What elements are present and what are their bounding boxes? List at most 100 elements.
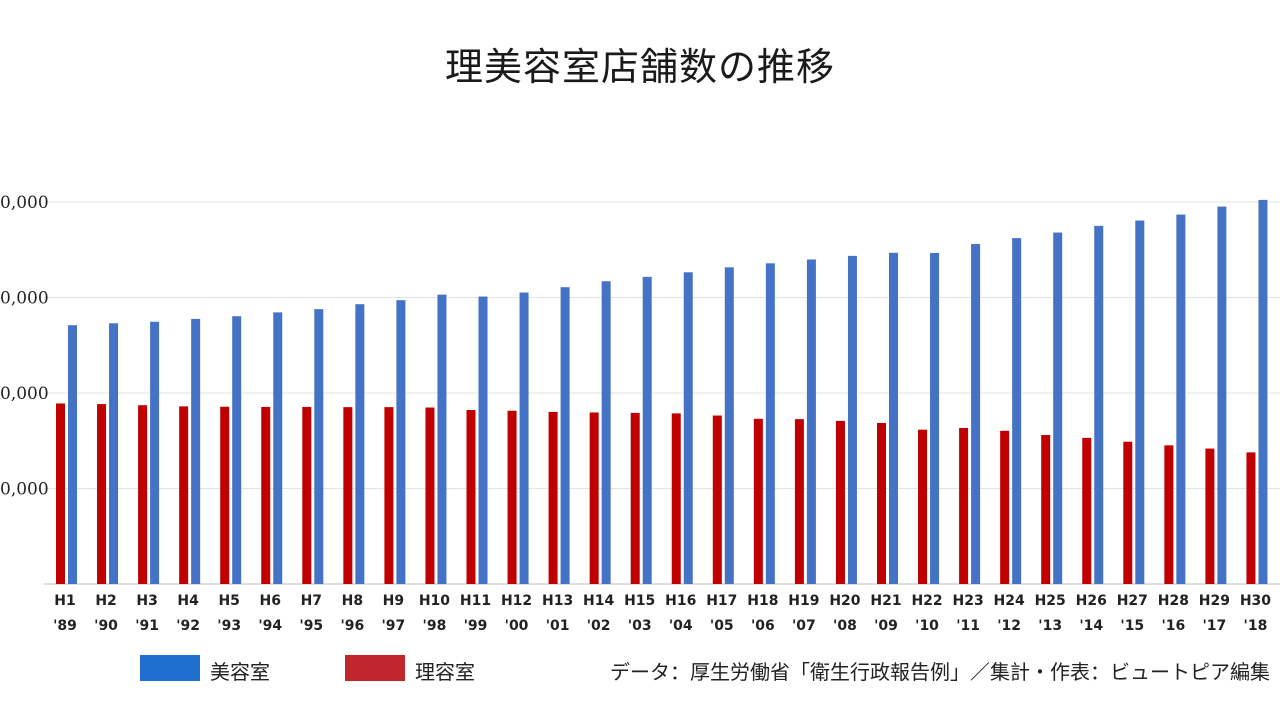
bar-barber-shop xyxy=(1164,445,1174,584)
x-tick-label: H23 xyxy=(952,593,983,609)
bar-barber-shop xyxy=(507,410,517,584)
x-tick-year-label: '95 xyxy=(299,618,323,634)
bar-beauty-salon xyxy=(1053,232,1063,584)
x-tick-label: H20 xyxy=(829,593,860,609)
legend-swatch-beauty xyxy=(140,655,200,681)
bar-barber-shop xyxy=(548,411,558,584)
x-tick-year-label: '12 xyxy=(997,618,1021,634)
bar-barber-shop xyxy=(877,422,886,584)
x-tick-label: H4 xyxy=(177,593,199,609)
bar-beauty-salon xyxy=(560,287,570,584)
bar-barber-shop xyxy=(425,407,435,584)
x-tick-year-label: '11 xyxy=(956,618,980,634)
bar-barber-shop xyxy=(671,413,681,584)
x-tick-year-label: '18 xyxy=(1244,618,1268,634)
bar-barber-shop xyxy=(835,420,845,584)
bar-beauty-salon xyxy=(889,252,898,584)
x-tick-label: H27 xyxy=(1117,593,1148,609)
bar-barber-shop xyxy=(589,412,599,584)
x-tick-year-label: '91 xyxy=(135,618,159,634)
bar-beauty-salon xyxy=(1176,214,1186,584)
bar-beauty-salon xyxy=(1258,199,1268,585)
bar-beauty-salon xyxy=(601,281,611,584)
bar-beauty-salon xyxy=(273,312,283,584)
x-tick-label: H5 xyxy=(218,593,239,609)
x-tick-year-label: '04 xyxy=(669,618,693,634)
bar-beauty-salon xyxy=(765,263,775,584)
bar-barber-shop xyxy=(1246,452,1256,584)
legend-label-beauty: 美容室 xyxy=(210,660,270,684)
y-tick-label: 0,000 xyxy=(0,384,49,404)
bar-beauty-salon xyxy=(930,252,940,584)
bar-beauty-salon xyxy=(232,316,242,584)
x-tick-year-label: '90 xyxy=(94,618,118,634)
x-tick-year-label: '89 xyxy=(53,618,77,634)
x-tick-year-label: '13 xyxy=(1038,618,1062,634)
x-tick-label: H9 xyxy=(383,593,404,609)
legend-swatch-barber xyxy=(345,655,405,681)
x-tick-label: H18 xyxy=(747,593,778,609)
x-tick-year-label: '02 xyxy=(587,618,611,634)
bar-barber-shop xyxy=(794,419,804,584)
bar-barber-shop xyxy=(138,405,148,584)
x-tick-label: H26 xyxy=(1076,593,1107,609)
bar-beauty-salon xyxy=(355,304,365,584)
x-tick-year-label: '08 xyxy=(833,618,857,634)
x-tick-year-label: '98 xyxy=(423,618,447,634)
bar-beauty-salon xyxy=(724,267,734,584)
bar-barber-shop xyxy=(1000,430,1010,584)
bar-beauty-salon xyxy=(68,325,77,584)
bar-beauty-salon xyxy=(437,294,447,584)
legend-label-barber: 理容室 xyxy=(415,660,475,684)
bar-beauty-salon xyxy=(806,259,816,584)
x-tick-year-label: '10 xyxy=(915,618,939,634)
x-tick-label: H28 xyxy=(1158,593,1189,609)
bar-beauty-salon xyxy=(478,296,488,584)
bar-barber-shop xyxy=(1041,435,1051,584)
bar-beauty-salon xyxy=(1217,206,1227,585)
x-tick-label: H13 xyxy=(542,593,573,609)
x-tick-label: H30 xyxy=(1240,593,1271,609)
x-tick-label: H16 xyxy=(665,593,696,609)
bar-beauty-salon xyxy=(191,318,201,584)
bar-beauty-salon xyxy=(683,272,693,584)
bar-barber-shop xyxy=(261,406,271,584)
bar-barber-shop xyxy=(97,404,107,584)
x-tick-year-label: '17 xyxy=(1203,618,1227,634)
x-tick-year-label: '15 xyxy=(1120,618,1144,634)
bar-barber-shop xyxy=(753,418,763,584)
x-tick-label: H22 xyxy=(911,593,942,609)
x-tick-year-label: '16 xyxy=(1161,618,1185,634)
x-tick-label: H17 xyxy=(706,593,737,609)
x-tick-year-label: '01 xyxy=(546,618,570,634)
y-tick-label: 0,000 xyxy=(0,289,49,309)
bar-barber-shop xyxy=(959,427,969,584)
x-tick-year-label: '93 xyxy=(217,618,241,634)
bar-chart: 0,000 0,000 0,000 0,000 H1 '89 H2 '90 H3 '91 H4 '92… xyxy=(0,193,1280,634)
x-tick-label: H1 xyxy=(54,593,75,609)
x-tick-label: H14 xyxy=(583,593,614,609)
bar-beauty-salon xyxy=(1135,220,1145,585)
bar-beauty-salon xyxy=(847,255,857,584)
bar-barber-shop xyxy=(1123,441,1133,584)
x-tick-year-label: '14 xyxy=(1079,618,1103,634)
bar-barber-shop xyxy=(179,406,189,584)
x-tick-label: H25 xyxy=(1035,593,1066,609)
bar-beauty-salon xyxy=(642,276,652,584)
x-tick-year-label: '03 xyxy=(628,618,652,634)
bar-barber-shop xyxy=(1205,448,1215,584)
bar-beauty-salon xyxy=(519,292,529,584)
bar-beauty-salon xyxy=(971,244,981,584)
bar-barber-shop xyxy=(384,407,394,584)
x-tick-year-label: '00 xyxy=(505,618,529,634)
bar-barber-shop xyxy=(1082,437,1092,584)
x-tick-year-label: '05 xyxy=(710,618,734,634)
bar-beauty-salon xyxy=(1094,225,1104,584)
x-tick-label: H8 xyxy=(342,593,363,609)
bar-beauty-salon xyxy=(1012,238,1022,584)
x-tick-label: H2 xyxy=(95,593,116,609)
bar-barber-shop xyxy=(630,412,640,584)
x-tick-year-label: '92 xyxy=(176,618,200,634)
bar-barber-shop xyxy=(343,407,353,584)
x-tick-label: H24 xyxy=(994,593,1025,609)
